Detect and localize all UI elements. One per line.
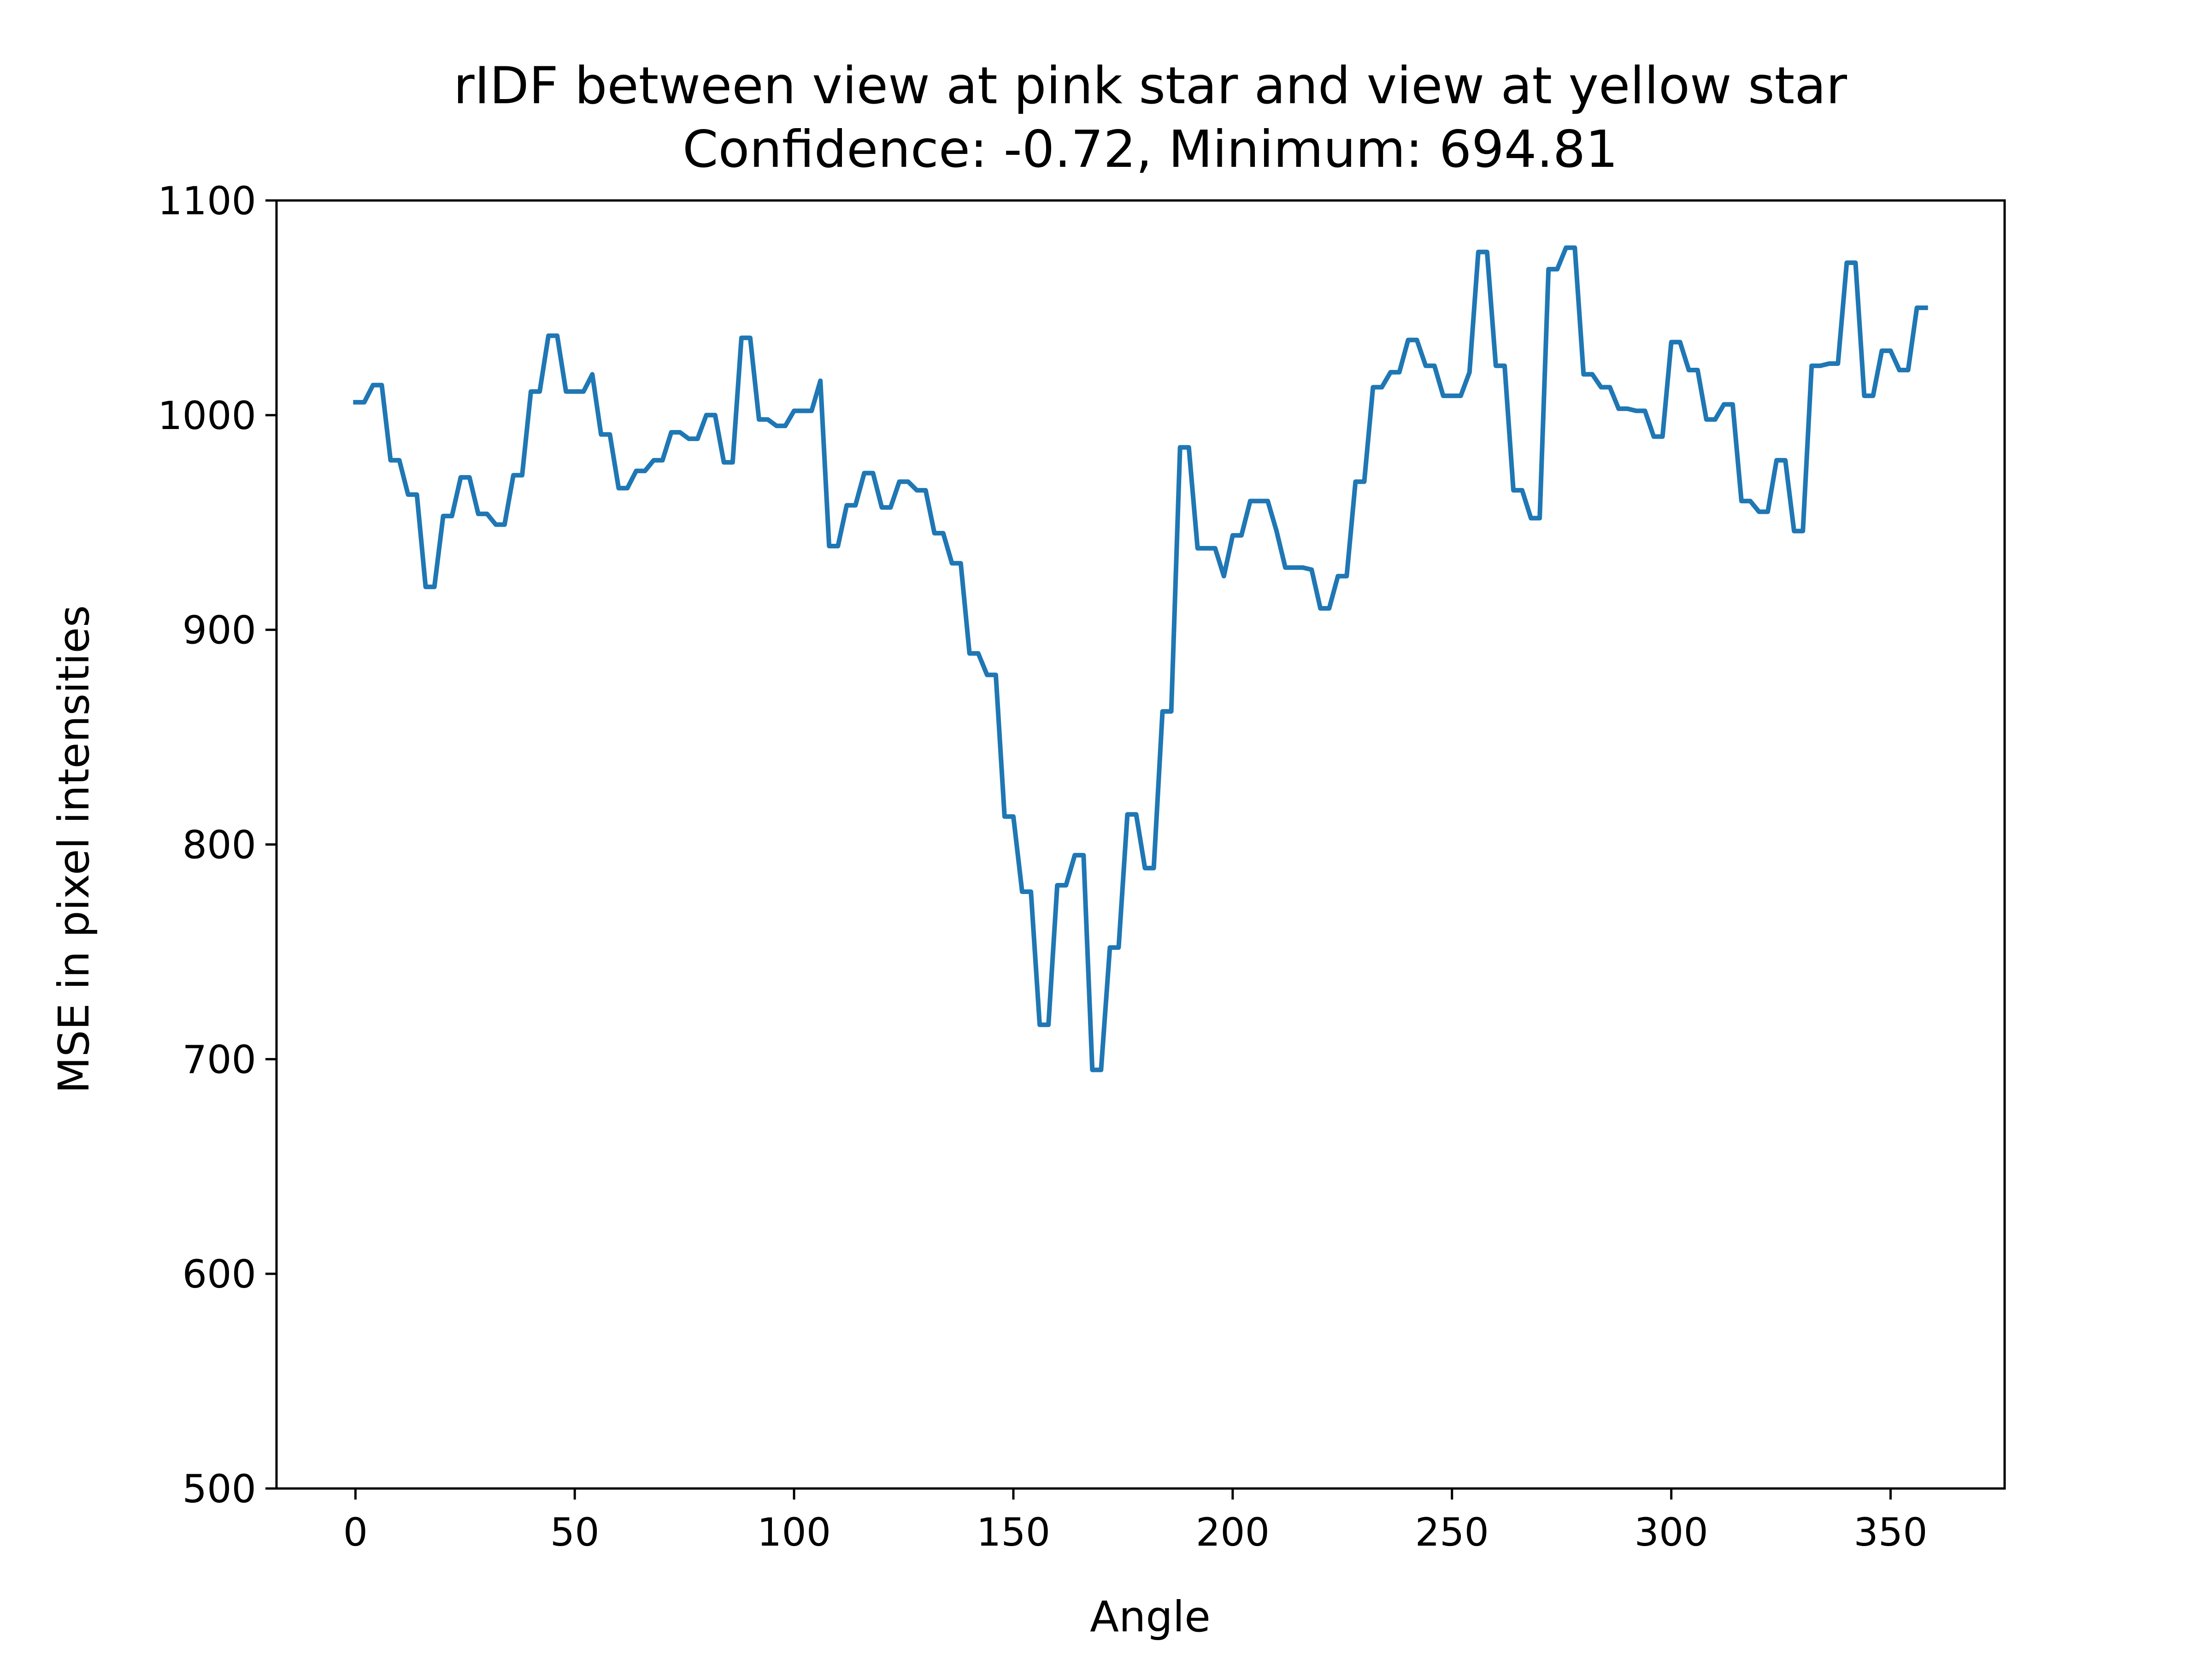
x-tick-label: 200 bbox=[1196, 1510, 1270, 1555]
x-axis: 0 50 100 150 200 250 300 350 bbox=[343, 1488, 1928, 1555]
chart-subtitle: Confidence: -0.72, Minimum: 694.81 bbox=[682, 120, 1618, 179]
x-tick-label: 100 bbox=[757, 1510, 831, 1555]
x-tick-label: 50 bbox=[550, 1510, 600, 1555]
y-tick-label: 500 bbox=[182, 1466, 256, 1512]
x-tick-label: 0 bbox=[343, 1510, 368, 1555]
y-tick-label: 700 bbox=[182, 1037, 256, 1082]
y-tick-label: 1000 bbox=[158, 393, 256, 438]
x-axis-label: Angle bbox=[1090, 1592, 1211, 1641]
series-line bbox=[353, 245, 1928, 1072]
y-axis: 500 600 700 800 900 1000 1100 bbox=[158, 178, 276, 1512]
x-tick-label: 250 bbox=[1415, 1510, 1489, 1555]
chart-title: rIDF between view at pink star and view … bbox=[453, 56, 1847, 116]
x-tick-label: 300 bbox=[1634, 1510, 1708, 1555]
y-axis-label: MSE in pixel intensities bbox=[49, 605, 99, 1094]
y-tick-label: 800 bbox=[182, 823, 256, 868]
x-tick-label: 150 bbox=[977, 1510, 1050, 1555]
y-tick-label: 900 bbox=[182, 608, 256, 653]
y-tick-label: 600 bbox=[182, 1252, 256, 1297]
y-tick-label: 1100 bbox=[158, 178, 256, 224]
x-tick-label: 350 bbox=[1853, 1510, 1927, 1555]
